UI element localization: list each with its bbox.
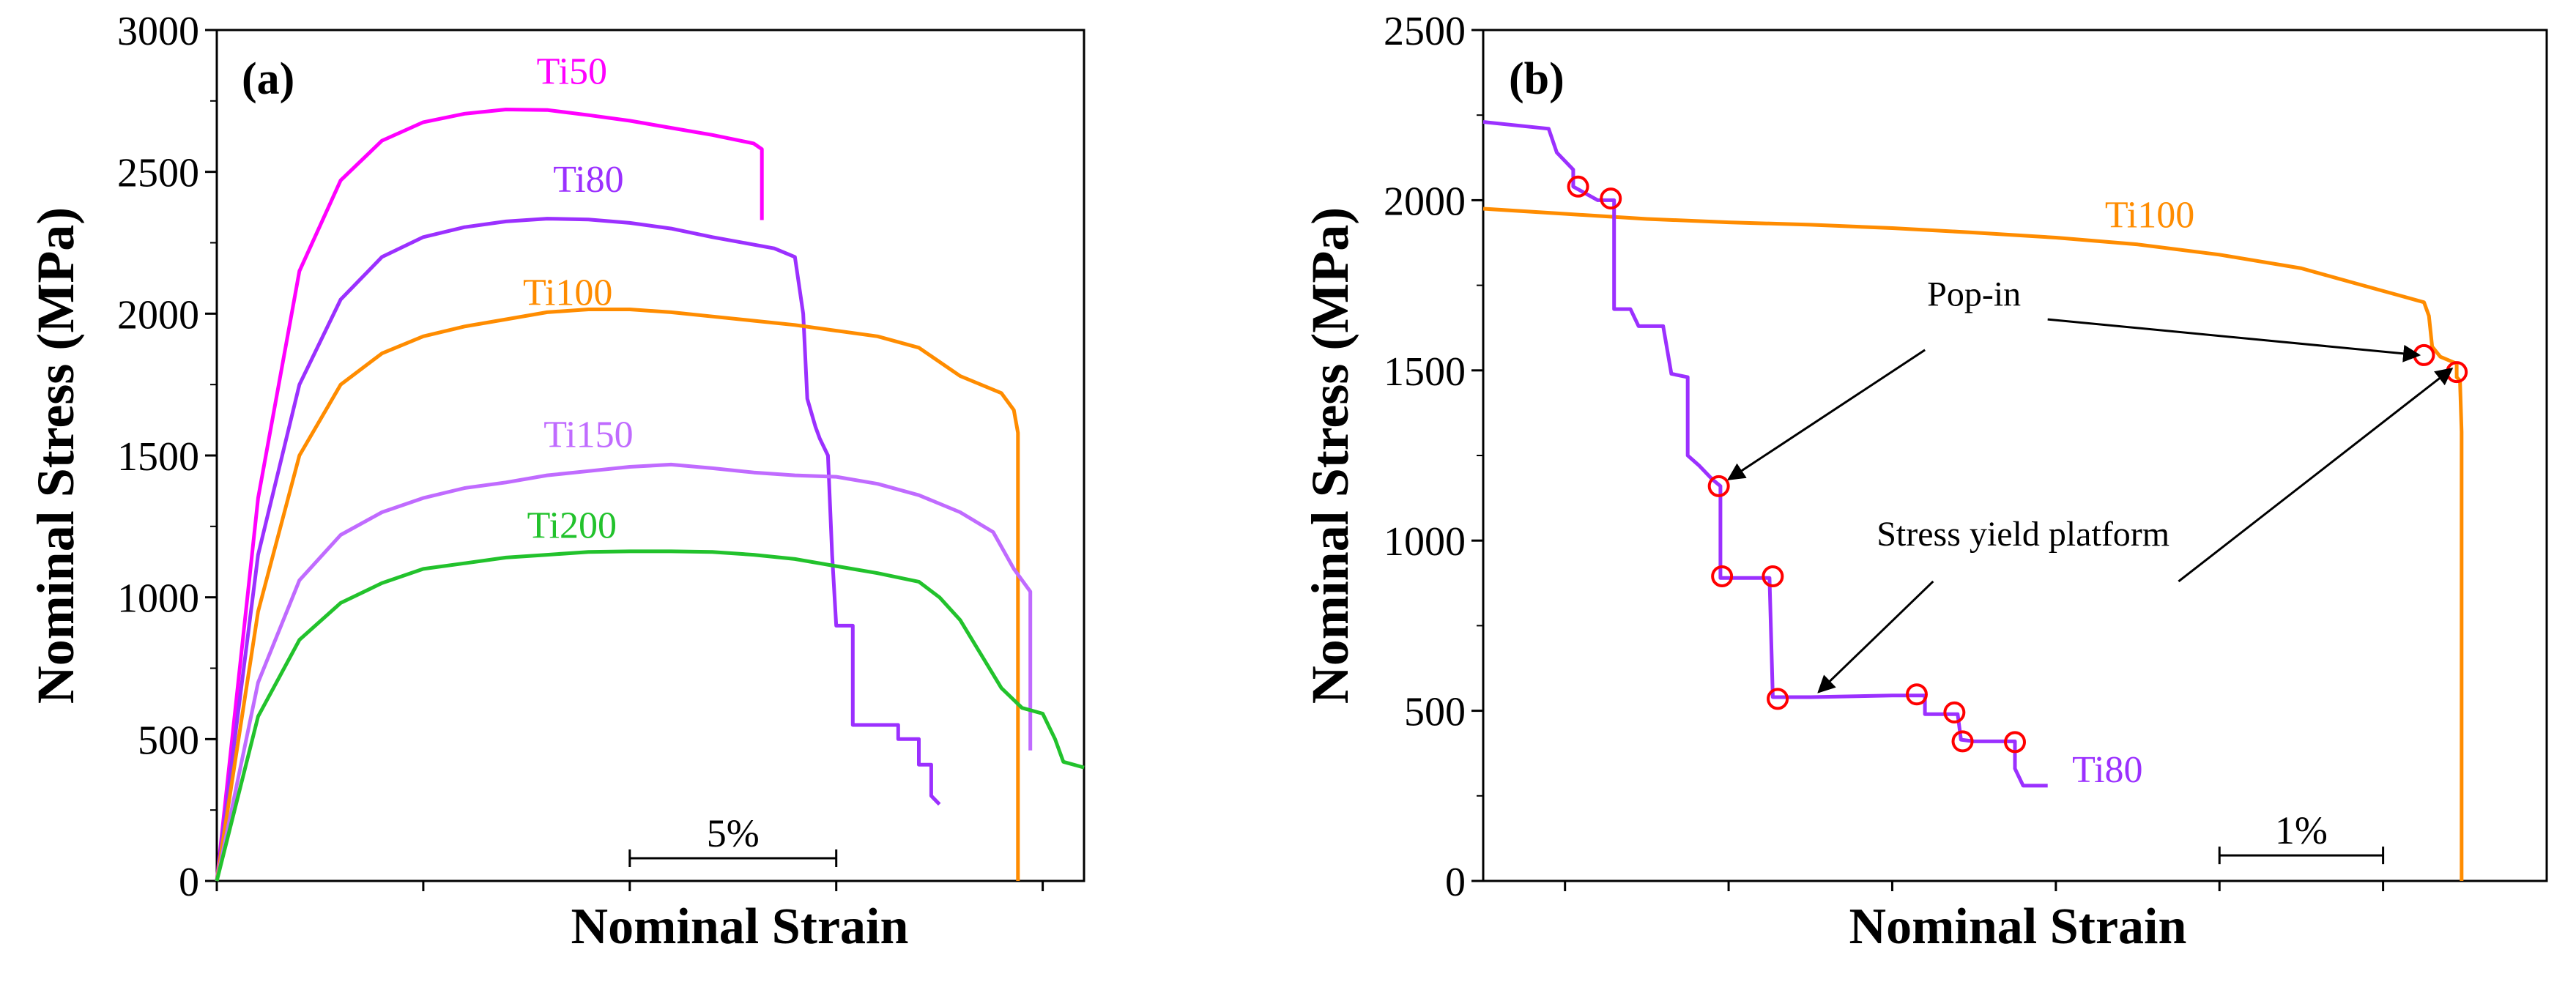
pop-in-marker-3: [1711, 565, 1734, 588]
y-tick-label-a-0: 0: [179, 860, 199, 905]
y-tick-label-b-0: 0: [1445, 860, 1466, 905]
pop-in-marker-7: [1943, 701, 1966, 724]
annotation-0: Pop-in: [1927, 275, 2021, 313]
series-group-b: Ti100 Ti80: [1482, 120, 2464, 881]
y-tick-label-b-3: 1500: [1384, 349, 1466, 395]
pop-in-marker-8: [1951, 730, 1974, 753]
arrow-pop-in-ti100: [2047, 318, 2421, 362]
y-tick-label-a-4: 2000: [117, 292, 199, 338]
pop-in-marker-1: [1600, 187, 1622, 210]
y-axis-label-a: Nominal Stress (MPa): [26, 207, 85, 704]
y-tick-label-b-4: 2000: [1384, 179, 1466, 224]
series-label-b-ti80: Ti80: [2072, 749, 2142, 791]
series-line-a-ti80: [215, 217, 941, 882]
y-axis-label-b: Nominal Stress (MPa): [1301, 207, 1359, 704]
annotations-b: Pop-in Stress yield platform: [1727, 275, 2454, 693]
x-axis-label-a: Nominal Strain: [571, 899, 909, 955]
y-tick-label-b-1: 500: [1404, 690, 1466, 735]
series-group-a: Ti50 Ti80 Ti100 Ti150 Ti200: [215, 51, 1085, 882]
series-line-a-ti100: [215, 308, 1020, 882]
marker-group-b: [1567, 175, 2468, 754]
scale-bar-label-b: 1%: [2275, 808, 2328, 852]
y-tick-label-b-5: 2500: [1384, 9, 1466, 54]
pop-in-marker-6: [1905, 683, 1928, 706]
series-line-a-ti200: [215, 549, 1085, 882]
series-label-a-ti80: Ti80: [553, 159, 623, 201]
series-line-b-ti100: [1482, 207, 2464, 881]
panel-b: 0 500 1000 1500 2000 2500 Ti100 Ti80 Pop-in Str…: [1301, 9, 2548, 955]
panel-label-b: (b): [1509, 54, 1564, 104]
series-label-a-ti200: Ti200: [527, 505, 617, 546]
y-tick-label-a-2: 1000: [117, 576, 199, 622]
scale-bar-b: 1%: [2218, 808, 2385, 865]
y-ticks-a: 0 500 1000 1500 2000 2500 3000: [117, 9, 217, 905]
pop-in-marker-4: [1762, 565, 1784, 588]
series-label-a-ti100: Ti100: [523, 272, 612, 314]
pop-in-marker-2: [1707, 475, 1730, 497]
series-label-a-ti150: Ti150: [543, 414, 633, 455]
pop-in-marker-5: [1767, 688, 1789, 710]
y-tick-label-b-2: 1000: [1384, 519, 1466, 565]
arrow-platform-ti80: [1817, 580, 1934, 693]
y-ticks-b: 0 500 1000 1500 2000 2500: [1384, 9, 1483, 905]
x-axis-label-b: Nominal Strain: [1849, 899, 2187, 955]
arrow-pop-in-ti80: [1727, 349, 1926, 480]
arrow-platform-ti100: [2178, 368, 2454, 583]
series-label-b-ti100: Ti100: [2105, 195, 2194, 237]
plot-frame-a: [215, 29, 1085, 882]
y-tick-label-a-1: 500: [138, 718, 199, 763]
scale-bar-a: 5%: [628, 811, 838, 868]
y-tick-label-a-6: 3000: [117, 9, 199, 54]
y-tick-label-a-5: 2500: [117, 151, 199, 196]
annotation-1: Stress yield platform: [1877, 515, 2169, 554]
panel-label-a: (a): [242, 54, 294, 104]
x-ticks-a: [215, 881, 1044, 891]
pop-in-marker-0: [1567, 175, 1589, 198]
series-line-a-ti150: [215, 462, 1033, 882]
pop-in-marker-9: [2004, 731, 2026, 754]
series-label-a-ti50: Ti50: [537, 51, 607, 93]
x-ticks-b: [1564, 881, 2385, 891]
y-tick-label-a-3: 1500: [117, 434, 199, 480]
scale-bar-label-a: 5%: [707, 811, 760, 855]
series-line-a-ti50: [215, 108, 764, 882]
